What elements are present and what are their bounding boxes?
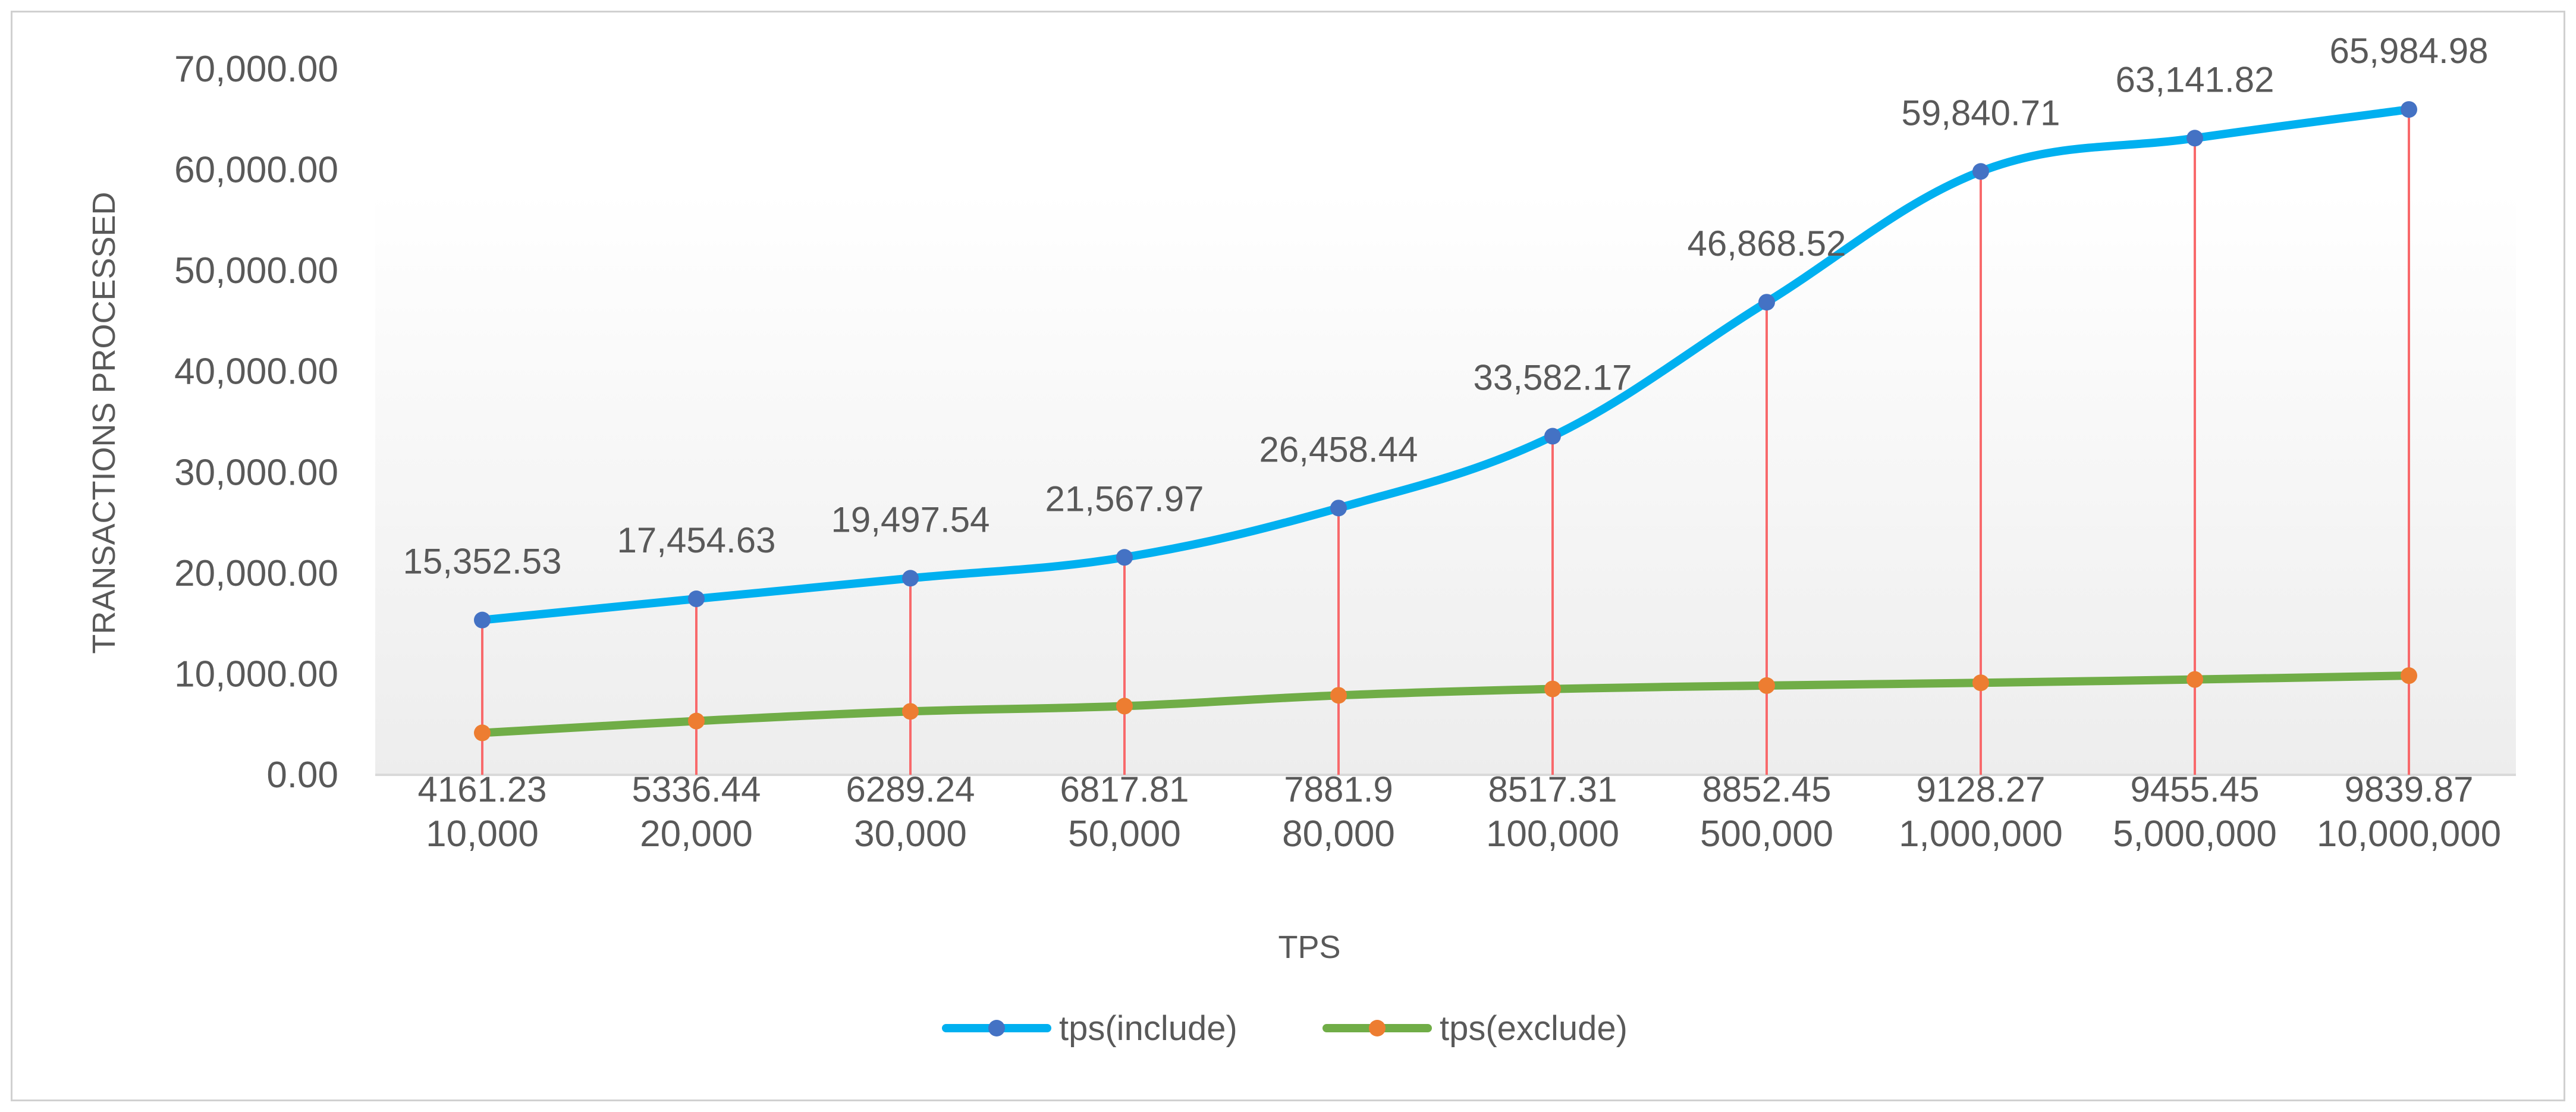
x-tick-label: 50,000 [1068, 813, 1181, 855]
drop-lines [481, 109, 2410, 775]
y-tick-label: 20,000.00 [174, 553, 338, 594]
x-tick-label: 20,000 [640, 813, 753, 855]
data-point [902, 570, 919, 587]
x-axis-title: TPS [1278, 929, 1340, 965]
x-tick-label: 5,000,000 [2113, 813, 2277, 855]
line-chart: 0.00 10,000.00 20,000.00 30,000.00 40,000.00… [86, 31, 2516, 1048]
x-tick-label: 30,000 [854, 813, 967, 855]
data-label: 4161.23 [418, 769, 547, 809]
y-axis-title: TRANSACTIONS PROCESSED [86, 191, 122, 654]
legend-label: tps(exclude) [1440, 1009, 1628, 1048]
x-tick-label: 10,000 [426, 813, 539, 855]
data-point [688, 712, 705, 730]
data-point [1972, 674, 1989, 692]
x-tick-label: 1,000,000 [1899, 813, 2063, 855]
legend-label: tps(include) [1059, 1009, 1237, 1048]
data-label: 7881.9 [1284, 769, 1393, 809]
data-point [2187, 671, 2203, 688]
data-point [1116, 698, 1133, 715]
data-label: 17,454.63 [617, 520, 776, 560]
data-labels: 15,352.53 17,454.63 19,497.54 21,567.97 26,4… [403, 31, 2489, 809]
data-label: 15,352.53 [403, 542, 562, 582]
data-label: 21,567.97 [1045, 479, 1204, 519]
data-point [1330, 500, 1347, 517]
data-point [902, 703, 919, 720]
x-tick-label: 500,000 [1700, 813, 1833, 855]
series-markers [474, 101, 2417, 742]
data-point [474, 611, 491, 629]
series-lines [478, 105, 2413, 737]
data-label: 6289.24 [846, 769, 975, 809]
data-label: 59,840.71 [1902, 93, 2060, 133]
data-point [1116, 549, 1133, 566]
data-point [2401, 667, 2417, 684]
data-label: 8517.31 [1488, 769, 1617, 809]
data-point [2187, 130, 2203, 147]
data-label: 6817.81 [1060, 769, 1189, 809]
data-point [1972, 163, 1989, 180]
series-line-include [478, 105, 2413, 624]
legend-marker [1369, 1020, 1386, 1036]
y-tick-label: 30,000.00 [174, 452, 338, 493]
data-point [688, 590, 705, 608]
data-point [1758, 294, 1775, 311]
data-point [1758, 677, 1775, 694]
data-label: 26,458.44 [1259, 429, 1418, 469]
data-point [1544, 680, 1561, 698]
data-point [1330, 687, 1347, 704]
y-axis-tick-labels: 0.00 10,000.00 20,000.00 30,000.00 40,000.00… [174, 49, 338, 796]
legend: tps(include) tps(exclude) [942, 1009, 1628, 1048]
data-point [1544, 428, 1561, 445]
y-tick-label: 0.00 [266, 755, 338, 796]
data-label: 5336.44 [632, 769, 761, 809]
data-point [2401, 101, 2417, 118]
data-label: 8852.45 [1702, 769, 1832, 809]
y-tick-label: 50,000.00 [174, 250, 338, 291]
x-tick-label: 10,000,000 [2317, 813, 2501, 855]
data-label: 46,868.52 [1688, 224, 1846, 263]
x-tick-label: 100,000 [1486, 813, 1619, 855]
legend-marker [988, 1020, 1005, 1036]
data-label: 9455.45 [2131, 769, 2260, 809]
y-tick-label: 60,000.00 [174, 150, 338, 191]
y-tick-label: 10,000.00 [174, 654, 338, 695]
data-point [474, 724, 491, 742]
data-label: 9839.87 [2345, 769, 2474, 809]
x-axis-tick-labels: 10,000 20,000 30,000 50,000 80,000 100,000 500… [426, 813, 2501, 855]
y-tick-label: 40,000.00 [174, 351, 338, 392]
x-tick-label: 80,000 [1282, 813, 1395, 855]
series-line-exclude [478, 671, 2413, 737]
data-label: 19,497.54 [831, 500, 990, 539]
data-label: 33,582.17 [1474, 358, 1632, 398]
data-label: 63,141.82 [2116, 59, 2275, 99]
y-tick-label: 70,000.00 [174, 49, 338, 90]
data-label: 9128.27 [1917, 769, 2046, 809]
chart-frame: 0.00 10,000.00 20,000.00 30,000.00 40,000.00… [11, 11, 2565, 1101]
data-label: 65,984.98 [2330, 31, 2489, 71]
